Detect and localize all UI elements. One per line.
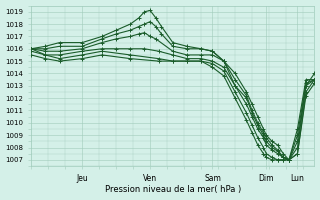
X-axis label: Pression niveau de la mer( hPa ): Pression niveau de la mer( hPa ) — [105, 185, 241, 194]
